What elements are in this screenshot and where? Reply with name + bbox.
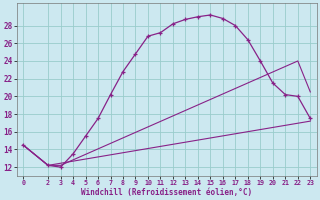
- X-axis label: Windchill (Refroidissement éolien,°C): Windchill (Refroidissement éolien,°C): [81, 188, 252, 197]
